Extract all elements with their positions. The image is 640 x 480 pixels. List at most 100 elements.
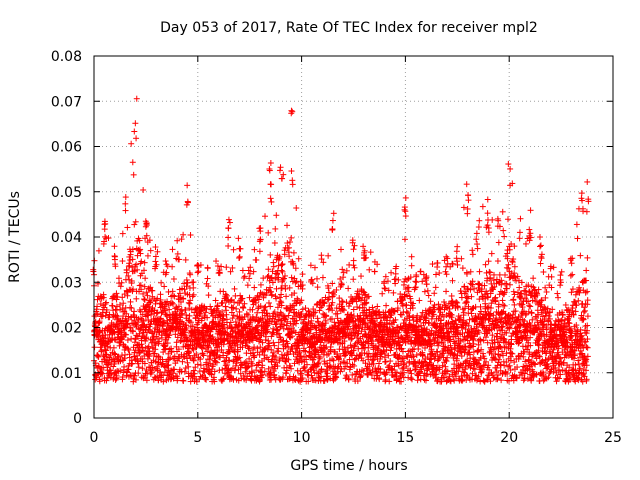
data-point [350, 257, 357, 264]
data-point [273, 212, 280, 219]
data-point [476, 268, 483, 275]
data-point [236, 255, 243, 262]
data-point [268, 291, 275, 298]
data-point [110, 344, 117, 351]
data-point [131, 128, 138, 135]
data-point [504, 216, 511, 223]
data-point [111, 350, 118, 357]
data-point [279, 175, 286, 182]
data-point [155, 353, 162, 360]
data-point [180, 377, 187, 384]
data-point [265, 299, 272, 306]
data-point [162, 345, 169, 352]
data-point [144, 252, 151, 259]
data-point [581, 307, 588, 314]
data-point [302, 305, 309, 312]
data-point [124, 224, 131, 231]
data-point [288, 234, 295, 241]
data-point [516, 229, 523, 236]
data-point [146, 348, 153, 355]
data-point [313, 275, 320, 282]
data-point [287, 363, 294, 370]
data-point [111, 243, 118, 250]
data-point [143, 335, 150, 342]
data-point [119, 294, 126, 301]
data-point [293, 205, 300, 212]
data-point [127, 257, 134, 264]
data-point [383, 302, 390, 309]
data-point [268, 181, 275, 188]
data-point [103, 306, 110, 313]
data-point [130, 328, 137, 335]
data-point [103, 377, 110, 384]
data-point [501, 302, 508, 309]
data-point [537, 242, 544, 249]
data-point [132, 120, 139, 127]
data-point [138, 337, 145, 344]
data-point [128, 277, 135, 284]
data-point [151, 350, 158, 357]
data-point [386, 378, 393, 385]
data-point [371, 268, 378, 275]
data-point [577, 252, 584, 259]
data-point [225, 225, 232, 232]
data-point [140, 290, 147, 297]
data-point [295, 255, 302, 262]
data-point [345, 285, 352, 292]
data-point [319, 274, 326, 281]
data-point [443, 263, 450, 270]
data-point [417, 268, 424, 275]
data-point [392, 270, 399, 277]
data-point [402, 194, 409, 201]
data-point [137, 250, 144, 257]
data-point [265, 229, 272, 236]
data-point [569, 286, 576, 293]
data-point [226, 219, 233, 226]
data-point [141, 360, 148, 367]
data-point [501, 233, 508, 240]
data-point [184, 198, 191, 205]
data-point [240, 304, 247, 311]
data-point [223, 264, 230, 271]
data-point [131, 221, 138, 228]
data-point [125, 373, 132, 380]
data-point [140, 318, 147, 325]
data-point [574, 235, 581, 242]
data-point [231, 285, 238, 292]
data-point [459, 265, 466, 272]
data-point [527, 207, 534, 214]
data-point [187, 271, 194, 278]
data-point [583, 208, 590, 215]
data-point [146, 237, 153, 244]
data-point [115, 353, 122, 360]
data-point [268, 198, 275, 205]
data-point [568, 260, 575, 267]
data-point [163, 311, 170, 318]
data-point [253, 257, 260, 264]
data-point [578, 190, 585, 197]
data-point [438, 317, 445, 324]
data-point [190, 284, 197, 291]
data-point [506, 281, 513, 288]
data-point [548, 273, 555, 280]
data-point [550, 264, 557, 271]
data-point [327, 343, 334, 350]
data-point [484, 196, 491, 203]
data-point [432, 271, 439, 278]
data-point [112, 369, 119, 376]
data-point [147, 284, 154, 291]
data-point [516, 235, 523, 242]
data-point [154, 335, 161, 342]
data-point [162, 258, 169, 265]
data-point [474, 245, 481, 252]
data-point [413, 279, 420, 286]
data-point [156, 338, 163, 345]
data-point [141, 283, 148, 290]
data-point [115, 315, 122, 322]
data-point [272, 225, 279, 232]
data-point [119, 374, 126, 381]
data-point [416, 297, 423, 304]
data-point [182, 256, 189, 263]
data-point [157, 296, 164, 303]
data-point [94, 310, 101, 317]
